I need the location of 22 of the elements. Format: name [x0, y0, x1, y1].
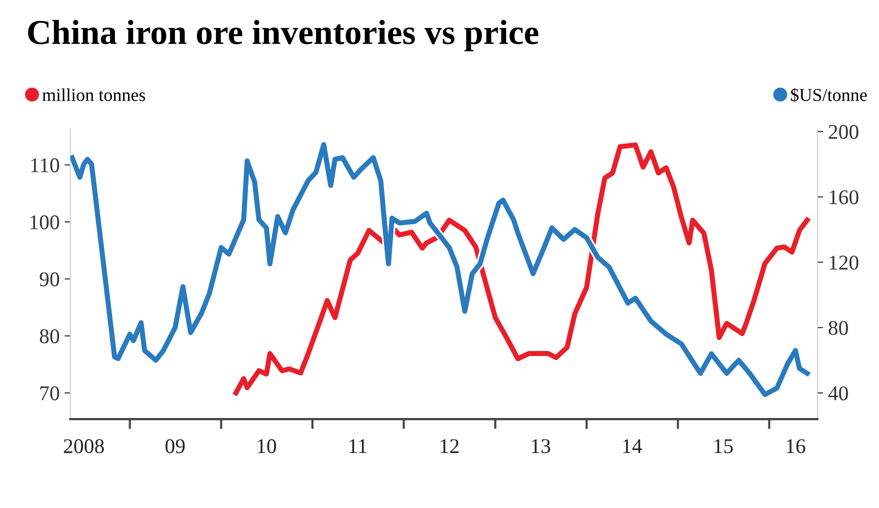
legend-label: $US/tonne: [790, 88, 867, 102]
x-tick-label: 16: [786, 439, 806, 454]
x-tick-label: 10: [258, 439, 276, 454]
y-tick-label: 90: [40, 272, 60, 286]
y2-tick-label: 40: [828, 386, 848, 400]
y-tick-label: 100: [30, 215, 60, 230]
y-tick-label: 110: [31, 158, 60, 172]
y-tick-label: 70: [40, 386, 60, 400]
x-tick-label: 2008: [64, 439, 104, 454]
x-tick-label: 12: [440, 439, 459, 453]
y2-tick-label: 120: [830, 256, 858, 270]
y2-tick-label: 200: [828, 124, 858, 139]
x-tick-label: 15: [714, 439, 733, 454]
y-tick-label: 80: [40, 329, 60, 344]
x-tick-label: 13: [532, 439, 550, 454]
chart-title: China iron ore inventories vs price: [28, 20, 538, 52]
x-tick-label: 14: [623, 439, 642, 453]
x-tick-label: 09: [166, 439, 185, 454]
y2-tick-label: 80: [828, 320, 848, 336]
x-tick-label: 11: [350, 439, 366, 453]
y2-tick-label: 160: [830, 190, 858, 204]
legend-label: million tonnes: [42, 88, 146, 102]
